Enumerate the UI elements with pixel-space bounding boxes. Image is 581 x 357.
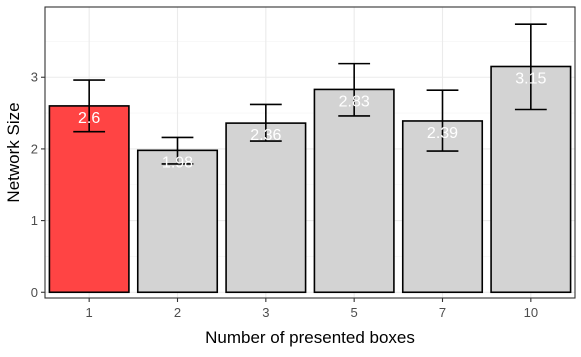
data-label-5: 2.83 [339,93,370,110]
error-bar-3 [249,103,282,142]
data-labels: 2.6 1.98 2.36 2.83 2.39 3.15 [78,70,546,171]
bar-3 [225,122,307,294]
y-tick-label: 1 [31,213,38,228]
y-axis-title: Network Size [4,102,23,202]
data-label-2: 1.98 [162,154,193,171]
error-bars [73,23,547,165]
error-bar-5 [338,62,371,117]
data-label-10: 3.15 [515,70,546,87]
data-label-1: 2.6 [78,110,100,127]
bar-2 [136,149,219,294]
x-tick-label: 5 [351,305,358,320]
bar-1 [48,105,130,294]
error-bar-2 [161,136,194,165]
y-tick-label: 0 [31,285,38,300]
bar-5 [313,88,395,294]
y-tick-label: 2 [31,141,38,156]
x-tick-label: 1 [86,305,93,320]
bars [48,65,572,294]
panel-border [44,6,576,299]
error-bar-10 [514,23,547,111]
data-label-3: 2.36 [250,127,281,144]
x-tick-label: 10 [524,305,538,320]
x-axis: 1 2 3 5 7 10 [86,298,538,320]
error-bar-1 [73,79,106,133]
error-bar-7 [426,89,459,152]
y-axis: 0 1 2 3 [31,70,45,300]
x-tick-label: 3 [262,305,269,320]
x-axis-title: Number of presented boxes [205,328,415,347]
x-tick-label: 2 [174,305,181,320]
y-tick-label: 3 [31,70,38,85]
x-tick-label: 7 [439,305,446,320]
data-label-7: 2.39 [427,125,458,142]
